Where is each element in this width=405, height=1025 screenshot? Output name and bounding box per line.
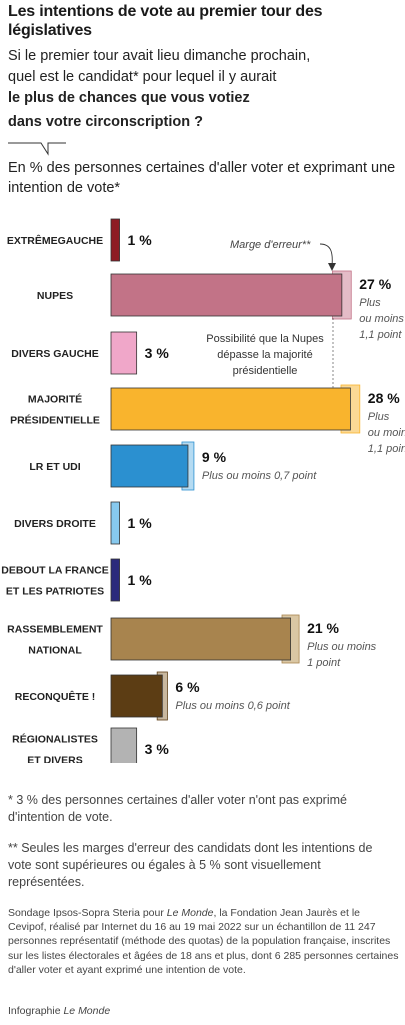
category-label: ET LES PATRIOTES [6, 586, 104, 598]
category-label: RÉGIONALISTES [12, 733, 98, 746]
overlap-note-text: Possibilité que la Nupes [206, 333, 324, 345]
bar [110, 617, 291, 661]
unit-note: En % des personnes certaines d'aller vot… [8, 160, 396, 196]
source-text: Sondage Ipsos-Sopra Steria pour Le Monde… [8, 906, 400, 977]
value-label: 27 % [359, 276, 391, 292]
credit-prefix: Infographie [8, 1005, 64, 1017]
value-label: 28 % [368, 390, 400, 406]
value-label: 6 % [175, 679, 200, 695]
bar [110, 387, 351, 431]
category-label: ET DIVERS [27, 755, 82, 764]
bar [110, 273, 343, 317]
margin-label: 1 point [307, 657, 341, 669]
question-line-2: quel est le candidat* pour lequel il y a… [8, 69, 277, 85]
credit: Infographie Le Monde [8, 1004, 400, 1018]
category-label: NUPES [37, 290, 73, 302]
margin-label: Plus [359, 297, 381, 309]
speech-bubble-tail [8, 142, 66, 156]
question-bold-1: le plus de chances que vous votiez [8, 90, 250, 106]
bar [110, 218, 120, 262]
bar [110, 558, 120, 602]
overlap-note-text: dépasse la majorité [217, 349, 312, 361]
category-label: PRÉSIDENTIELLE [10, 414, 100, 427]
bar [110, 444, 189, 488]
bar [110, 331, 138, 375]
bar [110, 674, 163, 718]
margin-legend-label: Marge d'erreur** [230, 239, 311, 251]
margin-label: 1,1 point [359, 329, 402, 341]
category-label: LR ET UDI [29, 461, 80, 473]
source-body: , la Fondation Jean Jaurès et le Cevipof… [8, 907, 399, 976]
source-prefix: Sondage Ipsos-Sopra Steria pour [8, 907, 167, 919]
question-bold-2: dans votre circonscription ? [8, 114, 203, 130]
category-label: RECONQUÊTE ! [15, 690, 96, 703]
category-label: RASSEMBLEMENT [7, 624, 103, 636]
value-label: 1 % [128, 232, 153, 248]
margin-label: ou moins [368, 427, 405, 439]
credit-paper: Le Monde [63, 1005, 111, 1017]
question-text: Si le premier tour avait lieu dimanche p… [8, 46, 403, 133]
bar-chart: EXTRÊMEGAUCHE 1 % NUPES 27 % Plus ou moins 1,1… [1, 218, 405, 764]
footnote-2: ** Seules les marges d'erreur des candid… [8, 841, 373, 889]
value-label: 9 % [202, 449, 227, 465]
overlap-note-text: présidentielle [233, 365, 298, 377]
value-label: 1 % [128, 572, 153, 588]
margin-label: 1,1 point [368, 443, 405, 455]
value-label: 3 % [145, 741, 170, 757]
chart-title: Les intentions de vote au premier tour d… [8, 3, 323, 39]
footnote-1: * 3 % des personnes certaines d'aller vo… [8, 793, 347, 824]
margin-label: Plus [368, 411, 390, 423]
value-label: 21 % [307, 620, 339, 636]
source-paper: Le Monde [166, 907, 214, 919]
category-label: EXTRÊMEGAUCHE [7, 234, 103, 247]
bar [110, 501, 120, 545]
margin-label: Plus ou moins 0,7 point [202, 470, 317, 482]
margin-label: Plus ou moins 0,6 point [175, 700, 290, 712]
value-label: 3 % [145, 345, 170, 361]
margin-legend-arrowhead [328, 263, 336, 271]
margin-legend-arrow [319, 243, 333, 267]
margin-label: ou moins [359, 313, 404, 325]
category-label: NATIONAL [28, 645, 82, 657]
category-label: DIVERS DROITE [14, 518, 96, 530]
category-label: DEBOUT LA FRANCE [1, 565, 109, 577]
bar [110, 727, 138, 763]
question-line-1: Si le premier tour avait lieu dimanche p… [8, 48, 311, 64]
margin-label: Plus ou moins [307, 641, 377, 653]
category-label: DIVERS GAUCHE [11, 348, 99, 360]
value-label: 1 % [128, 515, 153, 531]
category-label: MAJORITÉ [28, 393, 82, 406]
